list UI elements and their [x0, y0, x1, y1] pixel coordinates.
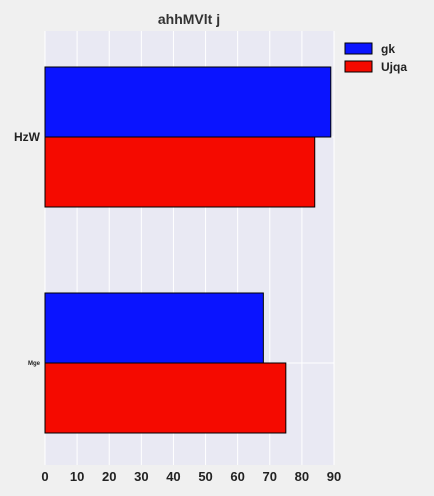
legend-swatch	[344, 42, 373, 55]
y-category-label: Mge	[28, 361, 41, 367]
bars	[44, 66, 332, 434]
bar-Ujqa-Mge	[44, 362, 287, 434]
bar-gk-Mge	[44, 292, 264, 364]
x-tick-label: 40	[166, 469, 180, 484]
legend-swatch	[344, 60, 373, 73]
legend: gk Ujqa	[344, 42, 407, 74]
x-tick-label: 70	[263, 469, 277, 484]
y-category-labels: HzW Mge	[14, 130, 41, 367]
x-tick-label: 60	[230, 469, 244, 484]
x-tick-label: 50	[198, 469, 212, 484]
x-tick-label: 0	[41, 469, 48, 484]
chart-title: ahhMVlt j	[158, 11, 220, 27]
x-tick-label: 30	[134, 469, 148, 484]
legend-label: gk	[381, 42, 395, 56]
x-tick-label: 80	[295, 469, 309, 484]
bar-Ujqa-HzW	[44, 136, 316, 208]
x-tick-label: 20	[102, 469, 116, 484]
legend-label: Ujqa	[381, 60, 407, 74]
x-tick-label: 10	[70, 469, 84, 484]
x-tick-label: 90	[327, 469, 341, 484]
y-category-label: HzW	[14, 130, 41, 144]
bar-gk-HzW	[44, 66, 332, 138]
x-tick-labels: 0 10 20 30 40 50 60 70 80 90	[41, 469, 341, 484]
